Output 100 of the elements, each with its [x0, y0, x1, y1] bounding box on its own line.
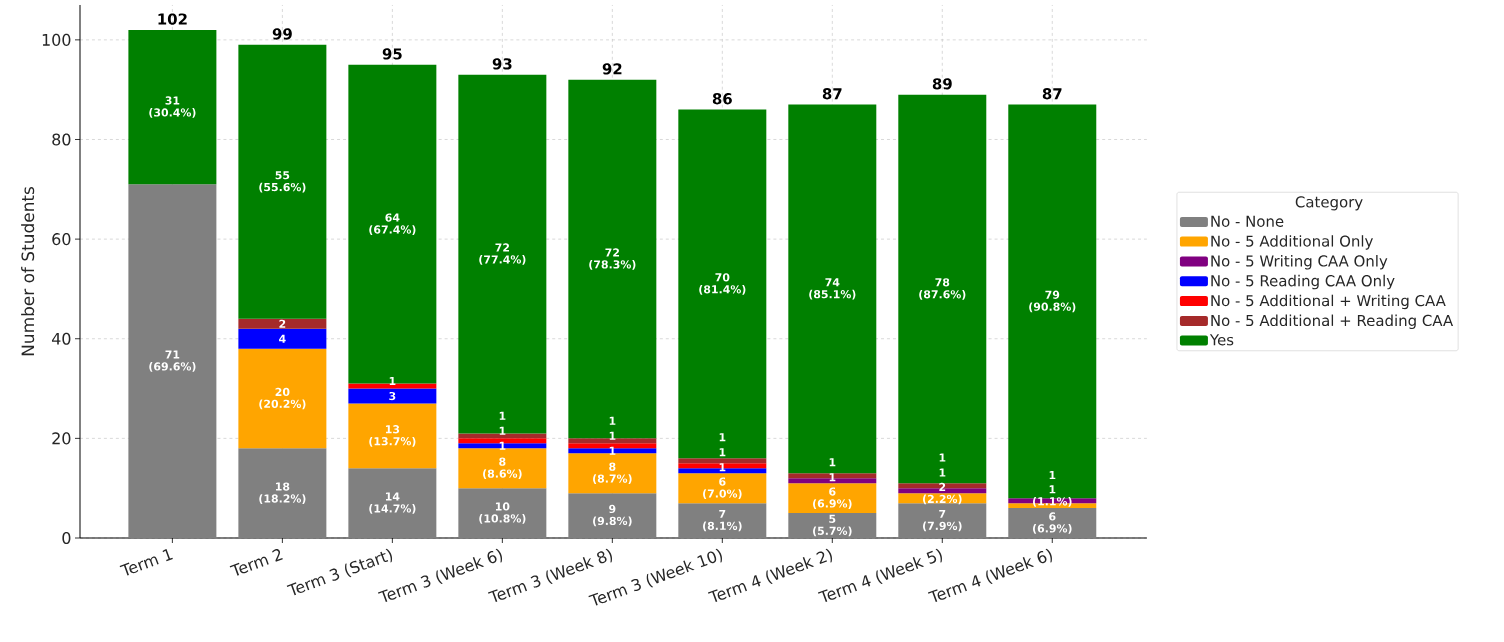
legend-label: No - None: [1211, 215, 1284, 227]
bar: [458, 433, 547, 439]
x-tick-label: Term 1: [119, 548, 173, 576]
y-tick-label: 100: [42, 33, 71, 46]
data-label: 1: [499, 426, 506, 435]
bar: [568, 448, 657, 454]
bar: [898, 483, 987, 489]
bar: [678, 473, 767, 504]
bar: [458, 448, 547, 489]
bar: [458, 74, 547, 434]
data-label: 1: [609, 431, 616, 440]
y-tick-label: 0: [62, 531, 71, 545]
data-label: 7 (7.9%): [923, 509, 962, 532]
bar: [898, 94, 987, 484]
data-label: 20 (20.2%): [259, 387, 306, 410]
data-label: 14 (14.7%): [369, 492, 416, 514]
bar: [348, 403, 437, 469]
data-label: 1: [609, 446, 616, 455]
bar: [678, 503, 767, 538]
data-label: 1: [389, 377, 396, 386]
data-label: 2: [279, 319, 286, 328]
bar: [678, 109, 767, 459]
data-label: 72 (78.3%): [589, 248, 636, 270]
data-label: 6 (6.9%): [813, 487, 852, 509]
bar: [788, 104, 877, 474]
y-tick-label: 40: [51, 332, 71, 345]
bar: [568, 453, 657, 494]
bar: [348, 468, 437, 538]
data-label: 2 (2.2%): [923, 482, 962, 505]
bar: [458, 488, 547, 538]
total-label: 87: [822, 88, 842, 100]
total-label: 86: [712, 93, 732, 105]
x-tick-label: Term 2: [229, 549, 283, 576]
total-label: 102: [158, 13, 187, 25]
bar: [238, 318, 327, 329]
total-label: 87: [1042, 88, 1062, 100]
total-label: 89: [932, 78, 952, 90]
data-label: 31 (30.4%): [149, 96, 196, 118]
data-label: 8 (8.6%): [483, 457, 522, 480]
total-label: 95: [382, 48, 402, 60]
legend-label: No - 5 Additional + Writing CAA: [1211, 294, 1446, 310]
legend-label: No - 5 Reading CAA Only: [1211, 274, 1395, 290]
data-label: 1: [1049, 471, 1056, 480]
data-label: 9 (9.8%): [593, 504, 632, 527]
data-label: 70 (81.4%): [699, 273, 746, 295]
bar: [898, 503, 987, 538]
data-label: 79 (90.8%): [1029, 290, 1076, 313]
data-label: 1: [499, 411, 506, 420]
y-tick-label: 80: [52, 133, 71, 146]
data-label: 8 (8.7%): [593, 462, 632, 484]
bar: [788, 513, 877, 538]
total-label: 99: [272, 28, 292, 40]
data-label: 74 (85.1%): [809, 278, 856, 300]
data-label: 1: [609, 416, 616, 425]
data-label: 1: [829, 458, 836, 467]
data-label: 78 (87.6%): [919, 278, 966, 300]
data-label: 71 (69.6%): [149, 350, 196, 372]
bar: [1008, 508, 1097, 538]
data-label: 3: [389, 391, 396, 401]
bar: [678, 458, 767, 464]
data-label: 10 (10.8%): [479, 502, 526, 524]
data-label: 1: [719, 448, 726, 457]
data-label: 5 (5.7%): [813, 514, 852, 537]
bar: [238, 44, 327, 319]
data-label: 1: [829, 473, 836, 482]
data-label: 64 (67.4%): [369, 213, 416, 235]
bar: [788, 483, 877, 514]
legend-title: Category: [1295, 196, 1363, 211]
legend-label: No - 5 Writing CAA Only: [1211, 255, 1388, 270]
total-label: 93: [492, 58, 512, 70]
bar: [238, 448, 327, 538]
bar: [128, 29, 217, 185]
bar: [568, 79, 657, 439]
legend-label: No - 5 Additional + Reading CAA: [1211, 314, 1454, 329]
bar: [568, 438, 657, 444]
bar: [238, 328, 327, 349]
y-axis-title: Number of Students: [21, 187, 35, 356]
data-label: 1: [719, 433, 726, 442]
bar: [128, 184, 217, 538]
data-label: 72 (77.4%): [479, 243, 526, 265]
bar: [348, 383, 437, 389]
data-label: 7 (8.1%): [703, 509, 742, 532]
data-label: 55 (55.6%): [259, 171, 306, 193]
bar: [568, 493, 657, 538]
data-label: 1: [939, 453, 946, 462]
data-label: 6 (6.9%): [1033, 512, 1072, 534]
y-tick-label: 60: [52, 233, 71, 246]
bar: [458, 443, 547, 449]
bar: [348, 64, 437, 384]
data-label: 4: [279, 334, 286, 343]
bar: [1008, 104, 1097, 499]
bar: [238, 348, 327, 449]
bar: [348, 388, 437, 404]
data-label: 1: [939, 468, 946, 477]
total-label: 92: [602, 63, 622, 75]
legend-label: Yes: [1209, 334, 1234, 346]
y-tick-label: 20: [52, 432, 71, 445]
data-label: 18 (18.2%): [259, 482, 306, 504]
data-label: 6 (7.0%): [703, 477, 742, 499]
legend-label: No - 5 Additional Only: [1211, 235, 1373, 250]
